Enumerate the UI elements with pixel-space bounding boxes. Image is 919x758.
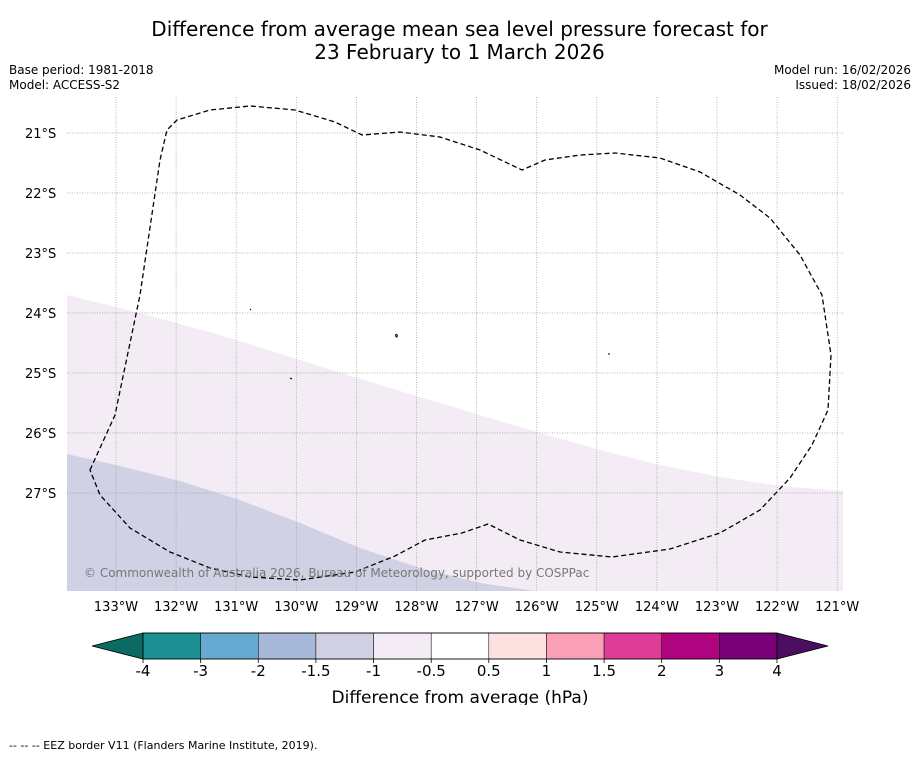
- title-line-1: Difference from average mean sea level p…: [151, 17, 768, 41]
- lat-label: 26°S: [25, 427, 56, 442]
- lat-label: 24°S: [25, 307, 56, 322]
- eez-footnote: -- -- -- EEZ border V11 (Flanders Marine…: [9, 739, 318, 752]
- colorbar-swatch: [142, 632, 201, 660]
- lon-label: 128°W: [394, 600, 438, 615]
- lon-label: 132°W: [154, 600, 198, 615]
- map: © Commonwealth of Australia 2026, Bureau…: [25, 97, 860, 615]
- lon-label: 127°W: [455, 600, 499, 615]
- issued-date: Issued: 18/02/2026: [795, 78, 911, 92]
- colorbar-label: Difference from average (hPa): [332, 688, 589, 705]
- lon-label: 130°W: [274, 600, 318, 615]
- colorbar-swatch: [200, 632, 259, 660]
- colorbar-swatch: [719, 632, 778, 660]
- colorbar-tick-label: 4: [772, 662, 782, 680]
- island-2: [395, 333, 398, 338]
- lat-label: 21°S: [25, 127, 56, 142]
- colorbar-swatch: [603, 632, 662, 660]
- colorbar-outline: [142, 632, 778, 660]
- lon-label: 122°W: [755, 600, 799, 615]
- model-run: Model run: 16/02/2026: [773, 63, 911, 77]
- colorbar-tick-label: -3: [193, 662, 208, 680]
- colorbar-ticks: -4 -3 -2 -1.5 -1 -0.5 0.5 1 1.5 2 3 4: [136, 659, 782, 680]
- latitude-labels: 21°S 22°S 23°S 24°S 25°S 26°S 27°S: [25, 127, 56, 502]
- map-title: Difference from average mean sea level p…: [0, 18, 919, 64]
- lon-label: 133°W: [94, 600, 138, 615]
- colorbar-swatch: [488, 632, 547, 660]
- eez-border: [89, 105, 832, 581]
- lat-label: 23°S: [25, 247, 56, 262]
- graticule: [67, 97, 843, 591]
- colorbar-swatch: [258, 632, 317, 660]
- lon-label: 123°W: [695, 600, 739, 615]
- model-name: Model: ACCESS-S2: [9, 78, 121, 92]
- colorbar-tick-label: -4: [136, 662, 151, 680]
- region-minus-1-5-to-minus-1: [67, 454, 535, 591]
- lon-label: 124°W: [635, 600, 679, 615]
- colorbar: -4 -3 -2 -1.5 -1 -0.5 0.5 1 1.5 2 3 4 Difference fr…: [91, 632, 829, 705]
- lat-label: 27°S: [25, 487, 56, 502]
- island-4: [289, 377, 293, 380]
- colorbar-tick-label: 2: [657, 662, 667, 680]
- lat-label: 25°S: [25, 367, 56, 382]
- colorbar-tick-label: -2: [251, 662, 266, 680]
- copyright-notice: © Commonwealth of Australia 2026, Bureau…: [84, 566, 589, 580]
- colorbar-tick-label: -1: [366, 662, 381, 680]
- longitude-labels: 133°W 132°W 131°W 130°W 129°W 128°W 127°W 126°W…: [94, 600, 860, 615]
- colorbar-swatch: [315, 632, 374, 660]
- colorbar-over-extension: [776, 632, 829, 660]
- base-period: Base period: 1981-2018: [9, 63, 154, 77]
- colorbar-boxes: [91, 632, 829, 660]
- colorbar-swatch: [661, 632, 720, 660]
- colorbar-swatch: [373, 632, 432, 660]
- colorbar-tick-label: 0.5: [477, 662, 501, 680]
- meta-left: Base period: 1981-2018 Model: ACCESS-S2: [9, 63, 154, 93]
- lat-label: 22°S: [25, 187, 56, 202]
- lon-label: 131°W: [214, 600, 258, 615]
- title-line-2: 23 February to 1 March 2026: [314, 40, 605, 64]
- lon-label: 125°W: [575, 600, 619, 615]
- island-1: [249, 308, 252, 311]
- colorbar-swatch: [546, 632, 605, 660]
- colorbar-swatch: [430, 632, 490, 660]
- colorbar-tick-label: -1.5: [301, 662, 330, 680]
- colorbar-tick-label: 1: [542, 662, 552, 680]
- colorbar-under-extension: [91, 632, 144, 660]
- colorbar-tick-label: 1.5: [592, 662, 616, 680]
- lon-label: 121°W: [815, 600, 859, 615]
- colorbar-tick-label: 3: [715, 662, 725, 680]
- colorbar-tick-label: -0.5: [417, 662, 446, 680]
- islands: [249, 308, 610, 380]
- lon-label: 129°W: [334, 600, 378, 615]
- lon-label: 126°W: [515, 600, 559, 615]
- meta-right: Model run: 16/02/2026 Issued: 18/02/2026: [774, 63, 911, 93]
